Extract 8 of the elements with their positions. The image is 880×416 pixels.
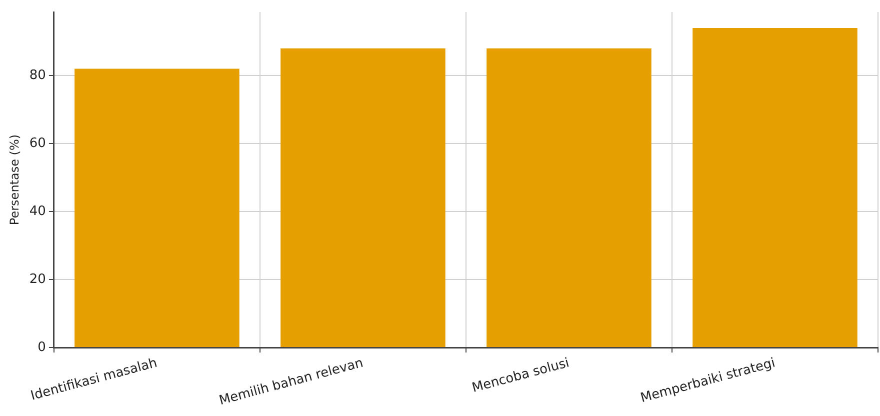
y-tick-label: 0: [38, 340, 46, 355]
y-tick-label: 40: [29, 204, 46, 219]
x-tick-label: Memilih bahan relevan: [218, 356, 365, 409]
y-tick-label: 20: [29, 272, 46, 287]
y-axis-title: Persentase (%): [7, 134, 22, 226]
x-tick-label: Mencoba solusi: [470, 356, 571, 396]
y-tick-label: 80: [29, 68, 46, 83]
y-tick-label: 60: [29, 136, 46, 151]
